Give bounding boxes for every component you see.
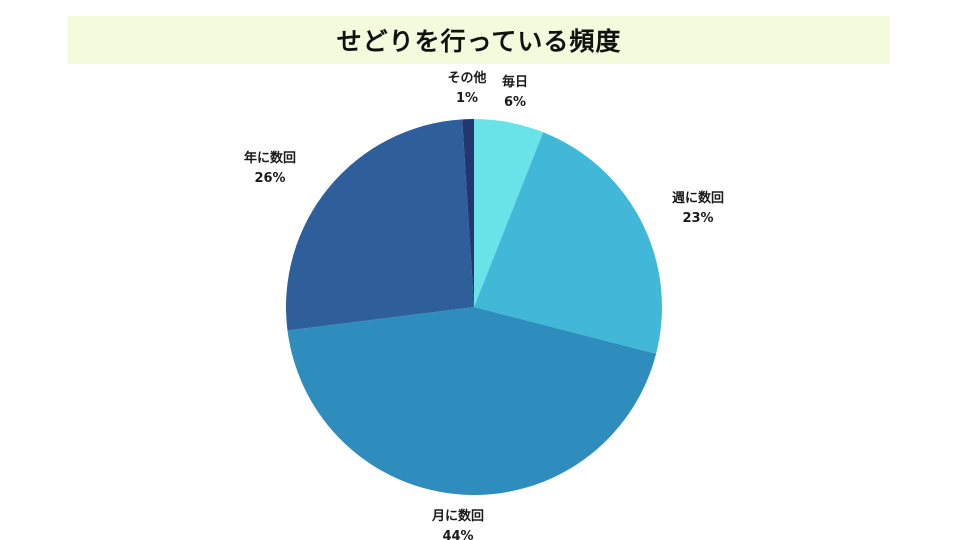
slice-label-1: 週に数回 <box>672 190 724 206</box>
slice-value-label-1: 23% <box>682 211 713 226</box>
pie-slice-3 <box>286 119 474 330</box>
slice-label-3: 年に数回 <box>244 150 296 166</box>
slice-label-2: 月に数回 <box>431 508 484 524</box>
slice-value-label-2: 44% <box>442 529 473 540</box>
slice-label-0: 毎日 <box>502 74 528 90</box>
slice-label-4: その他 <box>447 70 486 86</box>
slice-value-label-3: 26% <box>254 171 285 186</box>
slice-value-label-4: 1% <box>456 91 478 106</box>
slice-value-label-0: 6% <box>504 95 526 110</box>
